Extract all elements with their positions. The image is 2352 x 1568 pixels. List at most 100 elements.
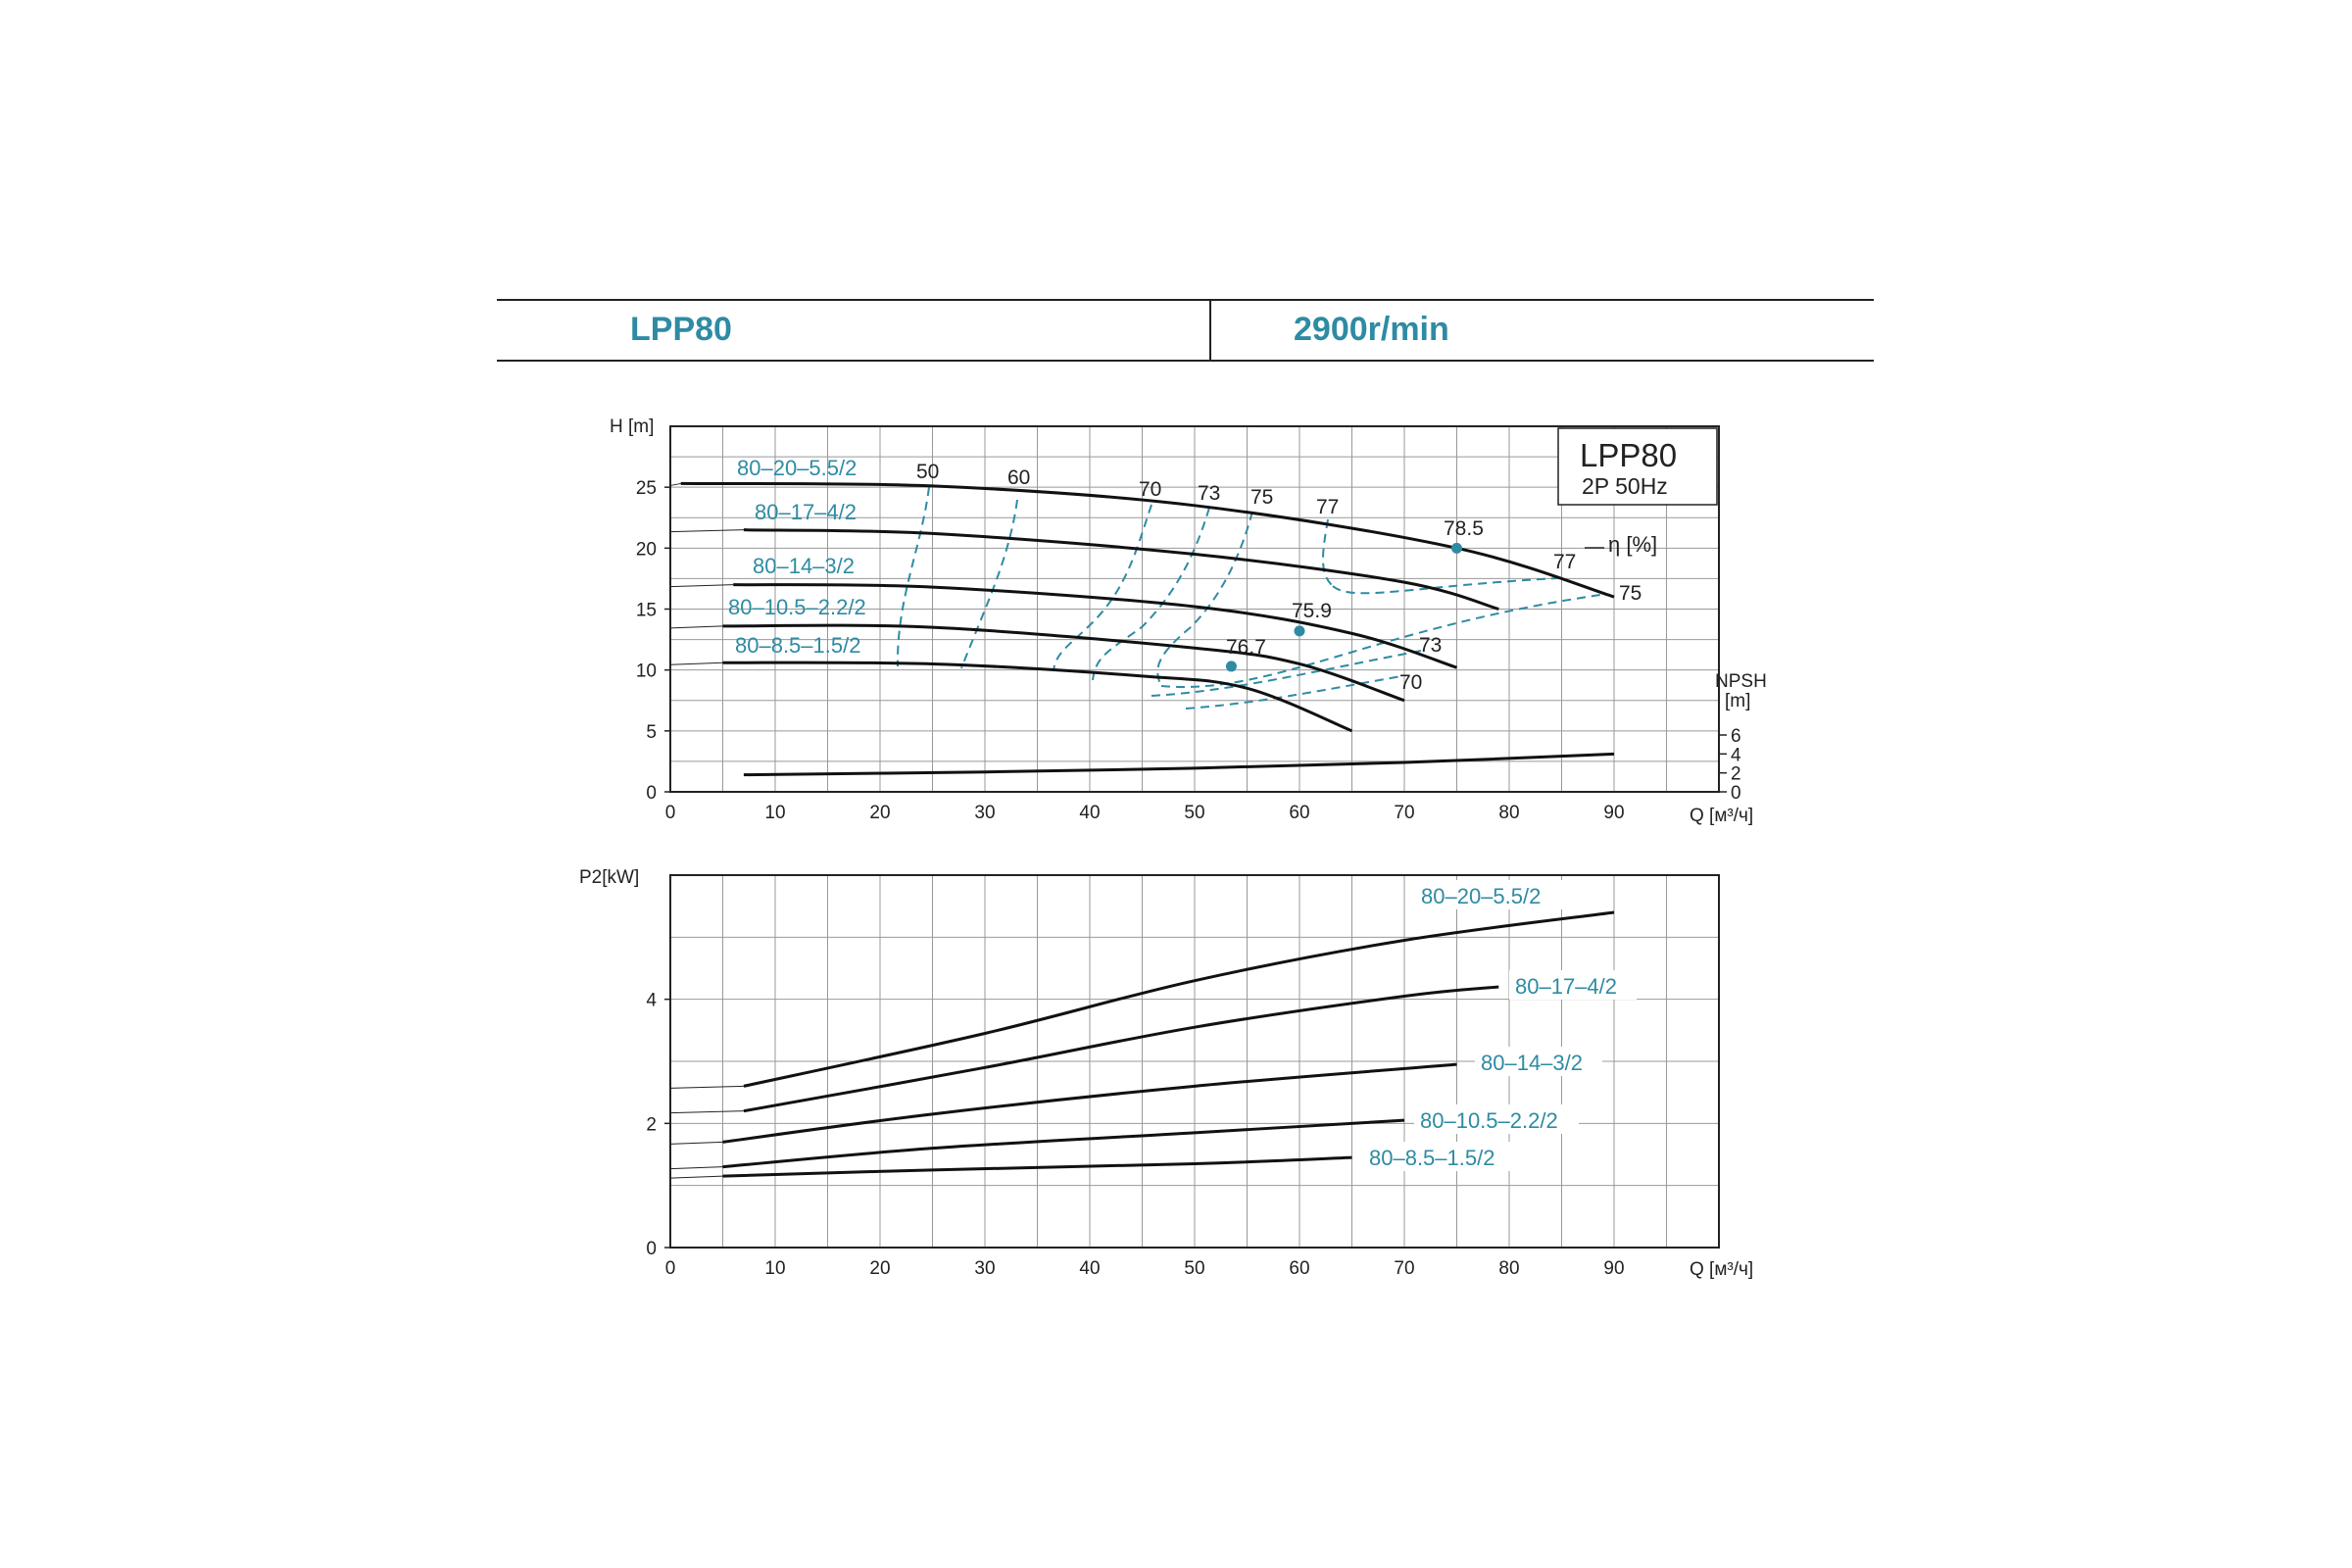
power-series-label-2: 80–17–4/2 [1515,974,1617,999]
curve-2 [743,985,1499,1113]
curve-leader-1 [669,1085,744,1089]
power-label-bg-3 [1475,1047,1602,1076]
bep-points [1225,542,1462,672]
power-label-bg-2 [1509,970,1637,1000]
eta-label-50: 50 [916,461,939,483]
eta-curve-50 [896,486,930,667]
x-tick-label: 10 [764,1258,785,1279]
npsh-label: NPSH [1715,671,1767,692]
power-curves [722,910,1615,1178]
legend-subtitle: 2P 50Hz [1582,473,1668,499]
x-tick-label: 20 [869,803,890,823]
x-tick-label: 30 [974,1258,995,1279]
eta-curve-75-right [1160,593,1608,688]
x-tick-label: 90 [1603,803,1624,823]
power-series-label-3: 80–14–3/2 [1481,1051,1583,1075]
x-tick-label: 10 [764,803,785,823]
power-frame [669,874,1720,1249]
eta-curve-77-left [1322,518,1334,587]
curve-leader-5 [669,662,723,665]
power-label-bg-1 [1417,880,1562,909]
eta-label-70: 70 [1139,478,1161,501]
eta-curve-73-left [1092,507,1210,681]
curve-4 [722,623,1405,703]
legend-title: LPP80 [1580,437,1677,473]
eta-label-60: 60 [1007,466,1030,489]
eta-label-73: 73 [1198,482,1220,505]
x-tick-label: 20 [869,1258,890,1279]
npsh-tick-label: 2 [1731,764,1741,785]
y-tick-label: 10 [636,662,657,682]
power-series-label-4: 80–10.5–2.2/2 [1420,1108,1558,1133]
power-label-bg-4 [1414,1104,1579,1134]
curve-leader-4 [669,625,723,629]
head-x-ticks: 0 10 20 30 40 50 60 70 80 90 [665,803,1625,823]
eta-label-75-right: 75 [1619,582,1642,605]
curve-5 [722,1155,1352,1178]
npsh-tick-label: 4 [1731,745,1741,765]
head-series-label-4: 80–10.5–2.2/2 [728,595,866,619]
head-series-label-5: 80–8.5–1.5/2 [735,633,860,658]
power-curve-leaders [669,1085,744,1179]
model-title: LPP80 [630,311,732,348]
bep-label-3: 76.7 [1226,636,1266,659]
head-series-label-1: 80–20–5.5/2 [737,456,857,480]
head-series-label-3: 80–14–3/2 [753,554,855,578]
curve-leader-2 [669,1110,744,1114]
eta-label-77: 77 [1316,496,1339,518]
eta-curve-73-right [1151,650,1422,697]
y-tick-label: 5 [646,722,657,743]
curve-leader-3 [669,1141,723,1145]
head-x-label: Q [м³/ч] [1690,806,1753,826]
x-tick-label: 90 [1603,1258,1624,1279]
npsh-curve [743,752,1615,777]
x-tick-label: 60 [1289,1258,1309,1279]
power-y-ticks: 0 2 4 [646,991,670,1259]
power-label-bg-5 [1363,1142,1510,1171]
curve-4 [722,1118,1405,1169]
head-series-label-2: 80–17–4/2 [755,500,857,524]
x-tick-label: 0 [665,803,676,823]
curve-leader-1 [669,482,681,486]
power-chart: 0 10 20 30 40 50 60 70 80 90 024 P2[kW] Q [м³/ч] … [579,867,1753,1280]
eta-curve-60 [960,499,1018,669]
head-y-label: H [m] [610,416,654,437]
head-y-ticks: 0 5 10 15 20 25 [636,478,670,804]
eta-label-73-right: 73 [1419,634,1442,657]
speed-title: 2900r/min [1294,311,1449,348]
head-curve-leaders [669,482,744,665]
y-tick-label: 2 [646,1114,657,1135]
power-series-label-5: 80–8.5–1.5/2 [1369,1146,1494,1170]
eta-label-77-right: 77 [1553,551,1576,573]
x-tick-label: 30 [974,803,995,823]
eta-curve-70-left [1053,504,1152,671]
x-tick-label: 50 [1184,803,1204,823]
curve-leader-3 [669,584,734,588]
bep-label-2: 75.9 [1292,600,1332,622]
x-tick-label: 70 [1394,1258,1414,1279]
header-divider [1209,301,1211,360]
y-tick-label: 25 [636,478,657,499]
y-tick-label: 20 [636,539,657,560]
bep-point-1 [1451,542,1462,554]
head-curves [680,481,1615,733]
x-tick-label: 70 [1394,803,1414,823]
legend-box [1557,427,1718,506]
curve-2 [743,528,1499,611]
bep-label-1: 78.5 [1444,517,1484,540]
y-tick-label: 0 [646,783,657,804]
npsh-tick-label: 6 [1731,726,1741,747]
curve-1 [680,481,1615,599]
curve-leader-5 [669,1175,723,1179]
power-series-label-1: 80–20–5.5/2 [1421,884,1541,908]
curve-leader-2 [669,529,744,533]
power-y-label: P2[kW] [579,867,639,888]
curve-3 [733,583,1457,669]
x-tick-label: 60 [1289,803,1309,823]
y-tick-label: 15 [636,601,657,621]
curve-3 [722,1062,1457,1144]
npsh-tick-label: 0 [1731,783,1741,804]
